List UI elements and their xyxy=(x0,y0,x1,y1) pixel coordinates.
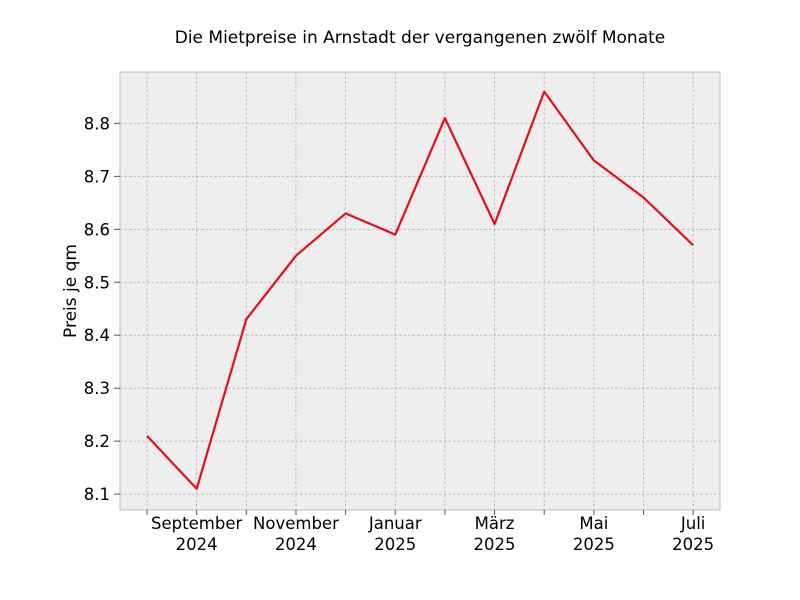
y-tick-label: 8.8 xyxy=(84,114,110,133)
x-tick-label-month: November xyxy=(253,514,339,533)
x-tick-label-year: 2024 xyxy=(176,535,218,554)
y-tick-label: 8.1 xyxy=(84,485,110,504)
x-tick-label-month: März xyxy=(475,514,515,533)
y-axis-label: Preis je qm xyxy=(61,244,81,338)
grid-lines xyxy=(120,72,720,510)
y-axis: 8.1 8.2 8.3 8.4 8.5 8.6 8.7 8.8 xyxy=(84,114,120,504)
x-tick-label-month: September xyxy=(151,514,242,533)
series-line xyxy=(146,90,694,490)
y-tick-label: 8.4 xyxy=(84,326,110,345)
y-tick-label: 8.6 xyxy=(84,220,110,239)
x-tick-label-month: Mai xyxy=(579,514,608,533)
plot-frame xyxy=(119,71,721,511)
x-tick-label-month: Januar xyxy=(368,514,422,533)
x-tick-label-year: 2025 xyxy=(474,535,516,554)
y-tick-label: 8.5 xyxy=(84,273,110,292)
x-axis: September 2024 November 2024 Januar 2025 März 2… xyxy=(146,510,714,554)
y-tick-label: 8.7 xyxy=(84,167,110,186)
x-tick-label-year: 2025 xyxy=(374,535,416,554)
plot-area xyxy=(120,72,720,510)
chart-title: Die Mietpreise in Arnstadt der vergangen… xyxy=(175,28,666,48)
x-tick-label-year: 2024 xyxy=(275,535,317,554)
y-tick-label: 8.2 xyxy=(84,432,110,451)
y-tick-label: 8.3 xyxy=(84,379,110,398)
x-tick-label-month: Juli xyxy=(680,514,706,533)
x-tick-label-year: 2025 xyxy=(573,535,615,554)
x-tick-label-year: 2025 xyxy=(672,535,714,554)
